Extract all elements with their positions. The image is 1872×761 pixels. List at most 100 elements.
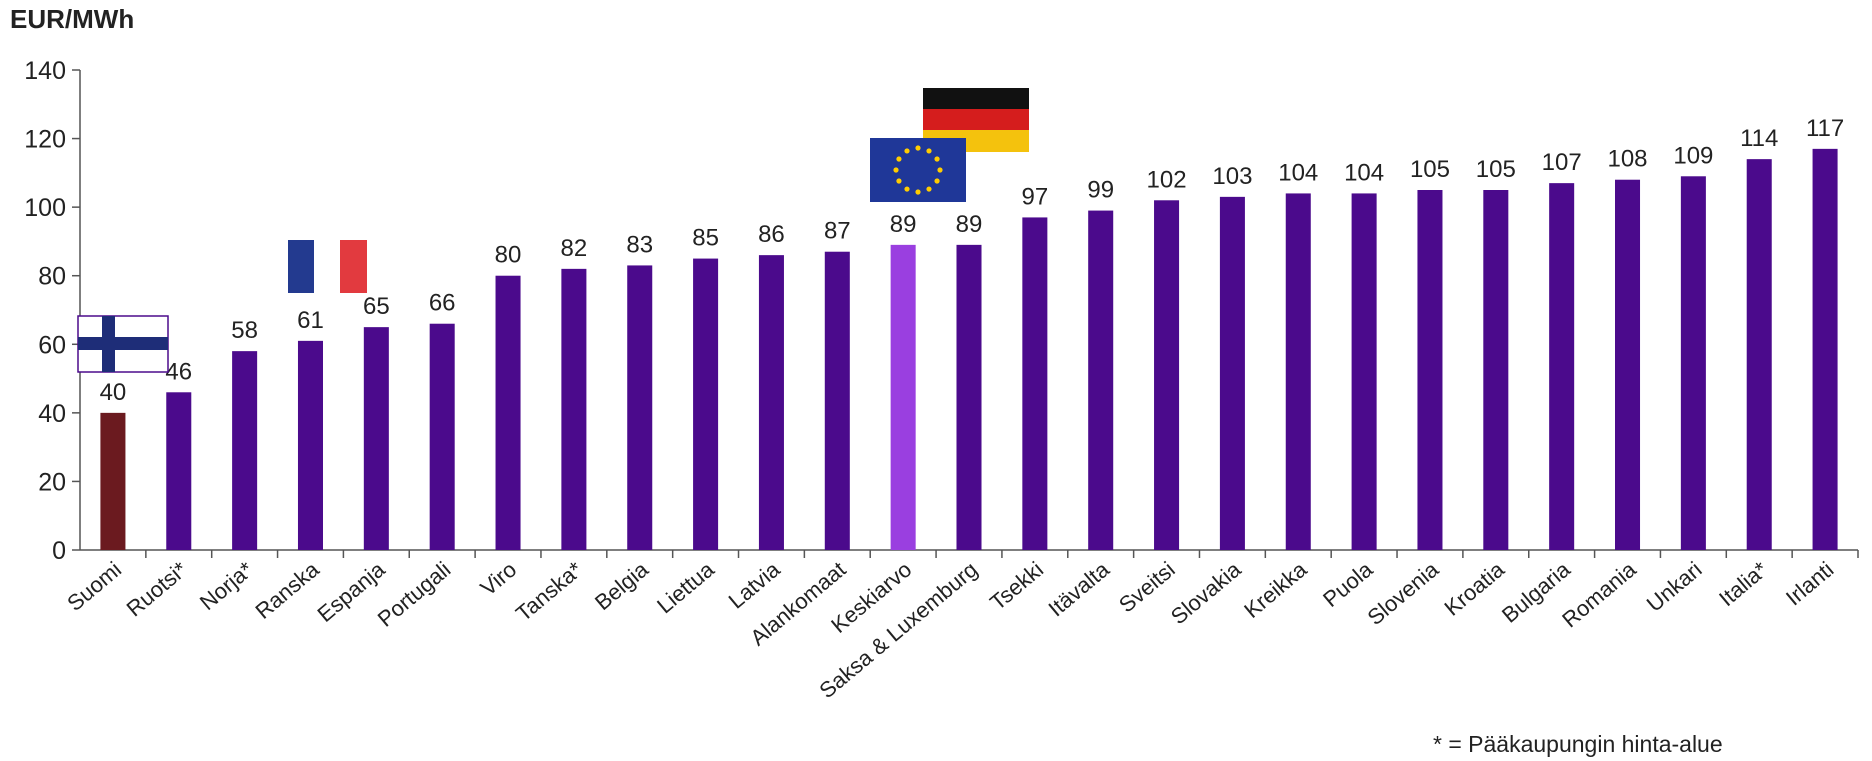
eu-star	[896, 178, 902, 184]
eu-star	[904, 148, 910, 154]
eu-star	[926, 148, 932, 154]
bar	[495, 275, 521, 550]
bar	[1285, 193, 1311, 550]
y-tick-label: 80	[38, 263, 66, 291]
bar	[693, 258, 719, 550]
bar	[1088, 210, 1114, 551]
y-tick-label: 100	[24, 194, 66, 222]
value-label: 89	[890, 211, 917, 238]
value-label: 117	[1806, 115, 1844, 142]
footnote: * = Pääkaupungin hinta-alue	[1433, 731, 1723, 757]
value-label: 103	[1212, 163, 1252, 190]
eu-star	[915, 189, 921, 195]
bar	[1219, 196, 1245, 550]
y-tick-label: 40	[38, 400, 66, 428]
bar	[1483, 190, 1509, 550]
bar	[1154, 200, 1180, 551]
value-label: 105	[1476, 156, 1516, 183]
value-label: 80	[495, 242, 522, 269]
value-label: 83	[626, 231, 653, 258]
eu-star	[893, 167, 899, 173]
category-label: Romania	[1557, 556, 1641, 632]
eu-star	[934, 178, 940, 184]
value-label: 40	[100, 379, 127, 406]
category-label: Suomi	[62, 557, 126, 616]
category-label: Ruotsi*	[122, 556, 193, 621]
value-label: 89	[956, 211, 983, 238]
value-label: 97	[1022, 183, 1049, 210]
finland-flag	[77, 315, 169, 373]
category-label: Tsekki	[985, 557, 1048, 615]
eu-flag	[870, 138, 966, 202]
value-label: 82	[561, 235, 588, 262]
value-label: 99	[1087, 177, 1114, 204]
category-label: Viro	[476, 557, 522, 601]
value-label: 104	[1344, 159, 1384, 186]
category-label: Irlanti	[1781, 557, 1838, 611]
value-label: 65	[363, 293, 390, 320]
value-label: 61	[297, 307, 324, 334]
eu-star	[934, 156, 940, 162]
bar	[627, 265, 653, 550]
value-label: 58	[231, 317, 258, 344]
category-label: Portugali	[373, 557, 456, 632]
value-label: 86	[758, 221, 785, 248]
eu-star	[915, 145, 921, 151]
bar	[758, 255, 784, 550]
bar	[1680, 176, 1706, 551]
category-label: Slovakia	[1166, 556, 1246, 629]
bars	[100, 148, 1838, 551]
eu-star	[896, 156, 902, 162]
category-label: Norja*	[195, 556, 258, 615]
bar	[561, 268, 587, 550]
y-tick-label: 140	[24, 57, 66, 85]
bar	[1549, 183, 1575, 550]
eu-star	[904, 186, 910, 192]
y-tick-label: 0	[52, 537, 66, 565]
value-label: 105	[1410, 156, 1450, 183]
bar	[363, 327, 389, 550]
y-tick-label: 20	[38, 468, 66, 496]
bar	[1746, 159, 1772, 550]
bar	[1812, 148, 1838, 550]
category-label: Tanska*	[511, 556, 587, 626]
category-label: Puola	[1318, 556, 1378, 612]
category-label: Unkari	[1642, 557, 1707, 617]
bar	[956, 244, 982, 550]
value-label: 104	[1278, 159, 1318, 186]
bar	[1351, 193, 1377, 550]
value-label: 102	[1147, 166, 1187, 193]
category-label: Kreikka	[1239, 556, 1312, 623]
value-label: 87	[824, 218, 851, 245]
bar	[1615, 179, 1641, 550]
bar	[166, 392, 192, 550]
bar	[1417, 190, 1443, 550]
value-labels: 40 46 58 61 65 66 80 82 83 85 86 87 89 89 97 99 102 103 10…	[100, 115, 1845, 406]
value-label: 85	[692, 225, 719, 252]
bar	[100, 412, 126, 550]
y-tick-label: 120	[24, 126, 66, 154]
eu-star	[937, 167, 943, 173]
value-label: 66	[429, 290, 456, 317]
value-label: 107	[1542, 149, 1582, 176]
value-label: 114	[1740, 125, 1778, 152]
category-label: Ranska	[250, 556, 324, 624]
bar	[1022, 217, 1048, 550]
category-label: Slovenia	[1362, 556, 1443, 630]
value-label: 109	[1673, 142, 1713, 169]
france-flag	[288, 240, 367, 293]
bar	[429, 323, 455, 550]
y-axis-label: EUR/MWh	[10, 4, 134, 34]
category-label: Liettua	[652, 556, 719, 618]
category-label: Itävalta	[1044, 556, 1115, 621]
category-label: Belgia	[590, 556, 654, 615]
y-axis: 0 20 40 60 80 100 120 140	[24, 57, 80, 565]
bar	[232, 351, 258, 550]
bar	[890, 244, 916, 550]
bar	[297, 340, 323, 550]
bar	[824, 251, 850, 550]
category-label: Italia*	[1714, 556, 1773, 611]
value-label: 108	[1607, 146, 1647, 173]
